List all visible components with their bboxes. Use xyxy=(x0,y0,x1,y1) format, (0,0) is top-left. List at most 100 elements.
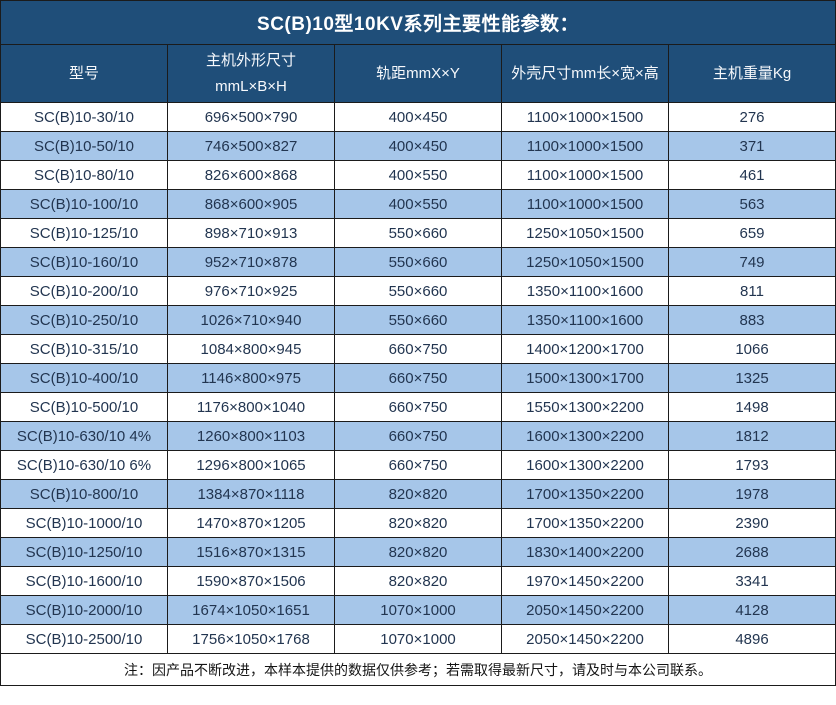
col-header-host-dimensions: 主机外形尺寸 mmL×B×H xyxy=(167,44,335,103)
shell-dimensions-cell: 1600×1300×2200 xyxy=(501,421,669,451)
model-cell: SC(B)10-2000/10 xyxy=(0,595,168,625)
weight-cell: 811 xyxy=(668,276,836,306)
weight-cell: 749 xyxy=(668,247,836,277)
rail-gauge-cell: 550×660 xyxy=(334,305,502,335)
table-row: SC(B)10-50/10 746×500×827 400×450 1100×1… xyxy=(0,131,836,161)
host-dimensions-cell: 1756×1050×1768 xyxy=(167,624,335,654)
weight-cell: 1498 xyxy=(668,392,836,422)
table-row: SC(B)10-315/10 1084×800×945 660×750 1400… xyxy=(0,334,836,364)
table-row: SC(B)10-800/10 1384×870×1118 820×820 170… xyxy=(0,479,836,509)
rail-gauge-cell: 400×450 xyxy=(334,131,502,161)
rail-gauge-cell: 400×550 xyxy=(334,189,502,219)
model-cell: SC(B)10-250/10 xyxy=(0,305,168,335)
model-cell: SC(B)10-80/10 xyxy=(0,160,168,190)
table-row: SC(B)10-2500/10 1756×1050×1768 1070×1000… xyxy=(0,624,836,654)
host-dimensions-cell: 1470×870×1205 xyxy=(167,508,335,538)
table-row: SC(B)10-200/10 976×710×925 550×660 1350×… xyxy=(0,276,836,306)
model-cell: SC(B)10-2500/10 xyxy=(0,624,168,654)
shell-dimensions-cell: 1250×1050×1500 xyxy=(501,247,669,277)
weight-cell: 4128 xyxy=(668,595,836,625)
weight-cell: 1325 xyxy=(668,363,836,393)
model-cell: SC(B)10-1250/10 xyxy=(0,537,168,567)
rail-gauge-cell: 660×750 xyxy=(334,392,502,422)
host-dimensions-cell: 868×600×905 xyxy=(167,189,335,219)
host-dimensions-cell: 826×600×868 xyxy=(167,160,335,190)
rail-gauge-cell: 820×820 xyxy=(334,479,502,509)
host-dimensions-cell: 696×500×790 xyxy=(167,102,335,132)
shell-dimensions-cell: 1970×1450×2200 xyxy=(501,566,669,596)
shell-dimensions-cell: 1550×1300×2200 xyxy=(501,392,669,422)
host-dimensions-cell: 1384×870×1118 xyxy=(167,479,335,509)
model-cell: SC(B)10-630/10 6% xyxy=(0,450,168,480)
col-header-shell-dimensions: 外壳尺寸mm长×宽×高 xyxy=(501,44,669,103)
host-dimensions-cell: 746×500×827 xyxy=(167,131,335,161)
table-row: SC(B)10-1000/10 1470×870×1205 820×820 17… xyxy=(0,508,836,538)
rail-gauge-cell: 820×820 xyxy=(334,508,502,538)
weight-cell: 1066 xyxy=(668,334,836,364)
shell-dimensions-cell: 1350×1100×1600 xyxy=(501,276,669,306)
rail-gauge-cell: 660×750 xyxy=(334,421,502,451)
weight-cell: 3341 xyxy=(668,566,836,596)
host-dimensions-cell: 1674×1050×1651 xyxy=(167,595,335,625)
shell-dimensions-cell: 1700×1350×2200 xyxy=(501,479,669,509)
host-dimensions-cell: 1084×800×945 xyxy=(167,334,335,364)
model-cell: SC(B)10-30/10 xyxy=(0,102,168,132)
table-row: SC(B)10-30/10 696×500×790 400×450 1100×1… xyxy=(0,102,836,132)
model-cell: SC(B)10-50/10 xyxy=(0,131,168,161)
shell-dimensions-cell: 1100×1000×1500 xyxy=(501,131,669,161)
shell-dimensions-cell: 1250×1050×1500 xyxy=(501,218,669,248)
table-row: SC(B)10-250/10 1026×710×940 550×660 1350… xyxy=(0,305,836,335)
rail-gauge-cell: 550×660 xyxy=(334,276,502,306)
shell-dimensions-cell: 1600×1300×2200 xyxy=(501,450,669,480)
model-cell: SC(B)10-800/10 xyxy=(0,479,168,509)
table-row: SC(B)10-630/10 6% 1296×800×1065 660×750 … xyxy=(0,450,836,480)
rail-gauge-cell: 400×550 xyxy=(334,160,502,190)
shell-dimensions-cell: 1700×1350×2200 xyxy=(501,508,669,538)
col-header-rail-gauge: 轨距mmX×Y xyxy=(334,44,502,103)
table-row: SC(B)10-1250/10 1516×870×1315 820×820 18… xyxy=(0,537,836,567)
weight-cell: 4896 xyxy=(668,624,836,654)
model-cell: SC(B)10-200/10 xyxy=(0,276,168,306)
rail-gauge-cell: 550×660 xyxy=(334,247,502,277)
host-dimensions-cell: 1296×800×1065 xyxy=(167,450,335,480)
host-dimensions-cell: 1026×710×940 xyxy=(167,305,335,335)
host-dimensions-cell: 1176×800×1040 xyxy=(167,392,335,422)
col-header-host-weight: 主机重量Kg xyxy=(668,44,836,103)
page-title: SC(B)10型10KV系列主要性能参数： xyxy=(0,0,836,44)
rail-gauge-cell: 1070×1000 xyxy=(334,595,502,625)
rail-gauge-cell: 660×750 xyxy=(334,450,502,480)
shell-dimensions-cell: 1500×1300×1700 xyxy=(501,363,669,393)
header-row: 型号 主机外形尺寸 mmL×B×H 轨距mmX×Y 外壳尺寸mm长×宽×高 主机… xyxy=(0,44,836,103)
weight-cell: 1793 xyxy=(668,450,836,480)
host-dimensions-cell: 1516×870×1315 xyxy=(167,537,335,567)
weight-cell: 276 xyxy=(668,102,836,132)
weight-cell: 1812 xyxy=(668,421,836,451)
weight-cell: 371 xyxy=(668,131,836,161)
host-dimensions-cell: 1146×800×975 xyxy=(167,363,335,393)
col-header-model: 型号 xyxy=(0,44,168,103)
table-row: SC(B)10-125/10 898×710×913 550×660 1250×… xyxy=(0,218,836,248)
table-row: SC(B)10-400/10 1146×800×975 660×750 1500… xyxy=(0,363,836,393)
weight-cell: 563 xyxy=(668,189,836,219)
rail-gauge-cell: 1070×1000 xyxy=(334,624,502,654)
shell-dimensions-cell: 1100×1000×1500 xyxy=(501,160,669,190)
weight-cell: 883 xyxy=(668,305,836,335)
shell-dimensions-cell: 1350×1100×1600 xyxy=(501,305,669,335)
parameters-table: 型号 主机外形尺寸 mmL×B×H 轨距mmX×Y 外壳尺寸mm长×宽×高 主机… xyxy=(0,44,836,654)
model-cell: SC(B)10-400/10 xyxy=(0,363,168,393)
host-dimensions-cell: 976×710×925 xyxy=(167,276,335,306)
model-cell: SC(B)10-315/10 xyxy=(0,334,168,364)
weight-cell: 1978 xyxy=(668,479,836,509)
table-row: SC(B)10-500/10 1176×800×1040 660×750 155… xyxy=(0,392,836,422)
host-dimensions-cell: 952×710×878 xyxy=(167,247,335,277)
table-row: SC(B)10-80/10 826×600×868 400×550 1100×1… xyxy=(0,160,836,190)
shell-dimensions-cell: 1100×1000×1500 xyxy=(501,189,669,219)
weight-cell: 461 xyxy=(668,160,836,190)
shell-dimensions-cell: 1830×1400×2200 xyxy=(501,537,669,567)
host-dimensions-cell: 1260×800×1103 xyxy=(167,421,335,451)
table-row: SC(B)10-2000/10 1674×1050×1651 1070×1000… xyxy=(0,595,836,625)
table-row: SC(B)10-100/10 868×600×905 400×550 1100×… xyxy=(0,189,836,219)
weight-cell: 2390 xyxy=(668,508,836,538)
model-cell: SC(B)10-500/10 xyxy=(0,392,168,422)
